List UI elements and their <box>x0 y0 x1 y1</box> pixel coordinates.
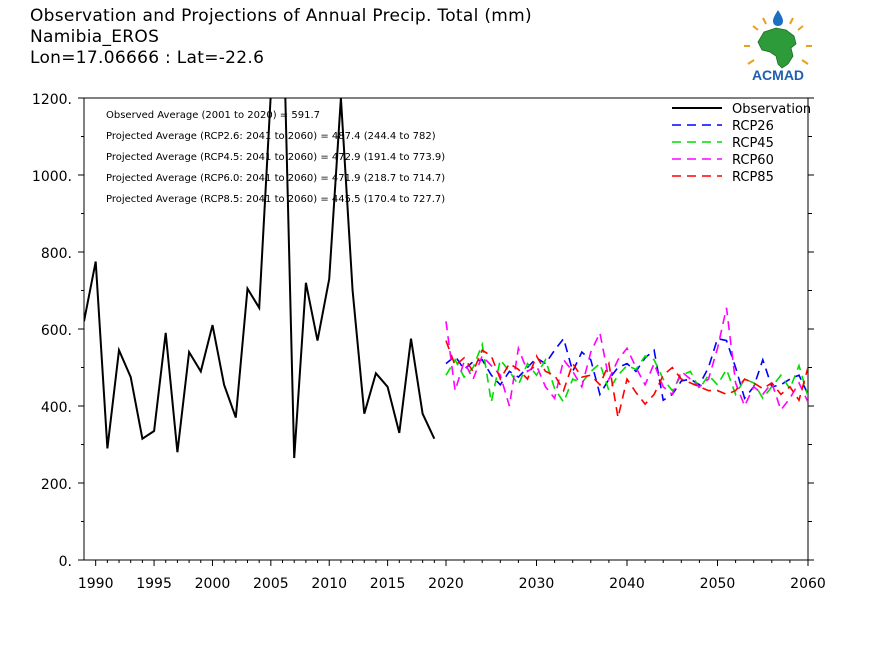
series-rcp26 <box>445 336 808 402</box>
y-tick-label: 200. <box>41 477 72 493</box>
x-tick-label: 2010 <box>311 576 347 592</box>
series-rcp60 <box>445 307 808 412</box>
x-tick-label: 2030 <box>519 576 555 592</box>
legend-label-rcp85: RCP85 <box>732 170 774 185</box>
x-tick-label: 1995 <box>136 576 172 592</box>
y-tick-label: 0. <box>59 554 72 570</box>
acmad-logo: ACMAD <box>744 10 812 83</box>
y-tick-label: 800. <box>41 246 72 262</box>
x-tick-label: 2005 <box>253 576 289 592</box>
x-tick-label: 2015 <box>370 576 406 592</box>
africa-map-icon <box>757 27 797 69</box>
water-drop-icon <box>773 10 783 26</box>
x-tick-label: 2000 <box>195 576 231 592</box>
annotation-1: Observed Average (2001 to 2020) = 591.7 <box>106 110 320 121</box>
y-tick-label: 600. <box>41 323 72 339</box>
x-tick-label: 2020 <box>428 576 464 592</box>
plot-frame <box>83 97 809 561</box>
x-tick-label: 2050 <box>700 576 736 592</box>
legend-label-observation: Observation <box>732 102 811 117</box>
annotation-3: Projected Average (RCP4.5: 2041 to 2060)… <box>106 152 445 163</box>
title-block: Observation and Projections of Annual Pr… <box>30 6 532 69</box>
legend-label-rcp26: RCP26 <box>732 119 774 134</box>
annotation-2: Projected Average (RCP2.6: 2041 to 2060)… <box>106 131 436 142</box>
y-tick-label: 1000. <box>32 169 72 185</box>
y-tick-label: 400. <box>41 400 72 416</box>
chart-title: Observation and Projections of Annual Pr… <box>30 6 532 26</box>
legend-label-rcp45: RCP45 <box>732 136 774 151</box>
coords-label: Lon=17.06666 : Lat=-22.6 <box>30 48 265 68</box>
y-tick-label: 1200. <box>32 92 72 108</box>
legend-label-rcp60: RCP60 <box>732 153 774 168</box>
series-rcp85 <box>445 340 808 418</box>
series-observation <box>84 98 436 459</box>
x-tick-label: 2040 <box>609 576 645 592</box>
location-label: Namibia_EROS <box>30 27 160 47</box>
annotation-4: Projected Average (RCP6.0: 2041 to 2060)… <box>106 173 445 184</box>
x-tick-label: 1990 <box>78 576 114 592</box>
series-rcp45 <box>445 341 808 404</box>
logo-text: ACMAD <box>752 67 804 83</box>
x-tick-label: 2060 <box>790 576 826 592</box>
annotation-5: Projected Average (RCP8.5: 2041 to 2060)… <box>106 194 445 205</box>
